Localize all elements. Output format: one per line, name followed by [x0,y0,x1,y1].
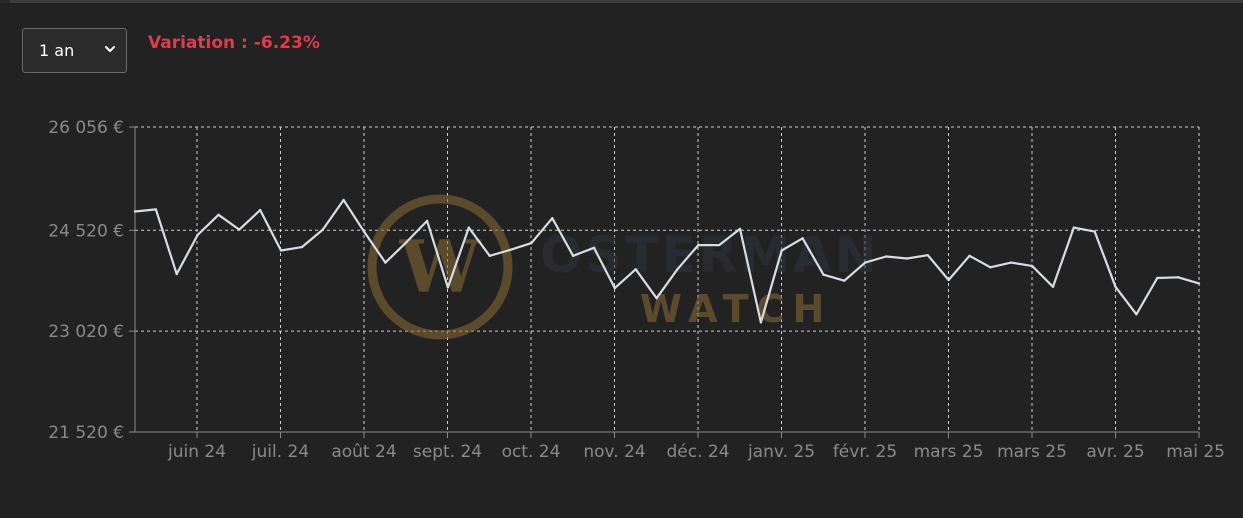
x-tick-label: juil. 24 [251,442,309,462]
chart-grid [135,126,1200,433]
data-point [592,246,596,249]
x-tick-label: nov. 24 [583,442,645,462]
data-point [1135,313,1138,316]
data-point [1093,230,1096,233]
data-point [530,241,533,245]
data-point [1030,264,1034,268]
data-point [968,254,971,257]
x-tick-label: juin 24 [167,442,226,462]
watermark-line1: OSTERMAN [540,226,880,284]
data-point [738,227,742,231]
data-point [613,286,616,290]
x-tick-label: août 24 [331,442,396,462]
data-point [655,297,658,300]
data-point [1072,226,1076,229]
data-point [571,254,575,257]
top-border [0,0,1243,3]
data-point [822,273,825,276]
data-point [175,272,178,276]
data-point [363,231,366,234]
y-tick-label: 26 056 € [48,118,124,138]
x-tick-label: janv. 25 [747,442,815,462]
data-point [196,233,199,237]
data-point [1051,285,1055,288]
data-point [905,257,909,260]
watermark-ring [367,194,513,340]
x-tick-label: mars 25 [997,442,1067,462]
chevron-down-icon [105,46,115,52]
data-point [634,268,637,271]
y-tick-label: 21 520 € [48,423,124,443]
data-point [217,213,220,216]
data-point [864,261,867,264]
data-point [405,241,408,244]
data-point [509,248,512,251]
period-select[interactable]: 1 an [22,28,127,73]
variation-value: -6.23% [253,33,320,53]
data-point [1114,285,1117,288]
x-tick-label: déc. 24 [666,442,729,462]
data-point [759,321,763,324]
x-axis: juin 24 juil. 24 août 24 sept. 24 oct. 24 nov… [135,431,1225,462]
data-point [446,286,450,289]
period-select-value: 1 an [39,41,75,60]
data-point [1010,261,1013,264]
data-point [843,279,846,282]
data-point [300,245,304,249]
x-tick-label: févr. 25 [833,442,897,462]
y-tick-label: 23 020 € [48,322,124,342]
x-tick-label: mai 25 [1166,442,1225,462]
watermark-line2: WATCH [640,287,832,331]
y-axis: 21 520 € 23 020 € 24 520 € 26 056 € [48,118,136,443]
data-point [884,255,888,258]
data-point [238,228,241,231]
x-tick-label: avr. 25 [1086,442,1144,462]
data-point [467,226,470,229]
watermark-logo: W OSTERMAN WATCH [367,194,880,340]
data-point [321,228,324,231]
data-point [718,243,721,247]
data-point [384,261,387,264]
variation-label: Variation : [148,33,248,53]
data-point [425,219,429,223]
data-point [989,266,992,269]
series-line [134,198,1200,324]
data-point [926,254,929,257]
data-point [259,208,262,212]
watermark-monogram: W [399,224,482,309]
x-tick-label: mars 25 [914,442,984,462]
data-point [1156,276,1159,280]
data-point [551,217,554,220]
data-point [676,268,679,271]
data-point [279,249,283,252]
data-point [697,243,700,247]
data-point [488,254,491,257]
series-group [133,198,1201,324]
data-point [947,278,950,282]
data-point [801,237,804,240]
y-tick-label: 24 520 € [48,221,124,241]
data-point [133,210,137,213]
data-point [342,198,345,202]
x-tick-label: sept. 24 [413,442,482,462]
x-tick-label: oct. 24 [502,442,561,462]
data-point [780,249,783,252]
data-point [1197,282,1201,285]
variation-indicator: Variation : -6.23% [148,33,320,53]
data-point [1176,276,1180,279]
data-point [154,208,158,211]
